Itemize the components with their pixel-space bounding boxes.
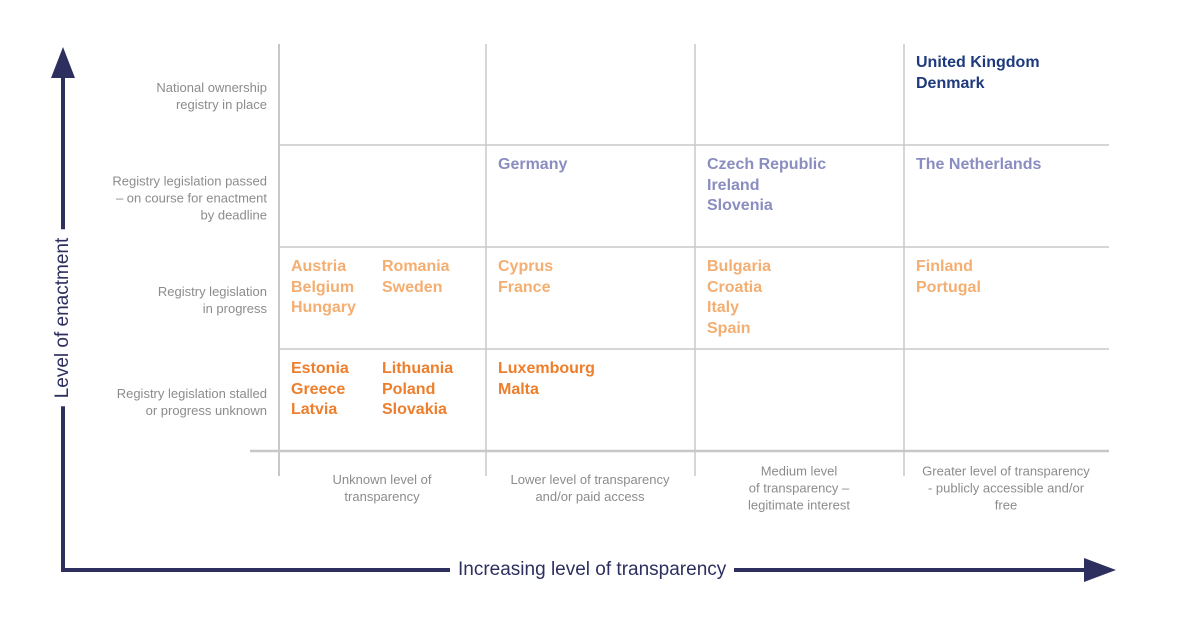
country-list: Finland Portugal (916, 257, 981, 298)
country-label: Austria (291, 258, 347, 275)
country-list: The Netherlands (916, 155, 1041, 176)
country-label: Poland (382, 380, 436, 398)
country-label: Portugal (916, 278, 981, 296)
x-axis-arrowhead-icon (1084, 558, 1116, 582)
country-label: Estonia (291, 360, 349, 377)
country-list: United Kingdom Denmark (916, 53, 1040, 94)
row-label-in-progress: Registry legislation in progress (157, 284, 267, 316)
country-list: Germany (498, 155, 567, 176)
y-axis-arrowhead-icon (51, 47, 75, 78)
country-label: Greece (291, 380, 346, 398)
country-label: Czech Republic (707, 156, 827, 173)
x-axis-title: Increasing level of transparency (450, 559, 735, 581)
country-label: Italy (707, 299, 740, 316)
country-label: Hungary (291, 299, 356, 316)
column-label-lower: Lower level of transparency and/or paid … (510, 472, 670, 504)
country-label: Cyprus (498, 258, 554, 275)
country-label: Malta (498, 380, 539, 398)
y-axis-title: Level of enactment (52, 229, 74, 407)
country-list: Luxembourg Malta (498, 359, 595, 400)
country-label: Luxembourg (498, 360, 595, 377)
country-label: Croatia (707, 278, 763, 296)
country-list: Bulgaria Croatia Italy Spain (707, 257, 771, 339)
country-list: Romania Sweden (382, 257, 450, 298)
country-label: Slovenia (707, 197, 773, 214)
country-label: Lithuania (382, 360, 454, 377)
country-list: Estonia Greece Latvia (291, 359, 349, 421)
column-label-medium: Medium level of transparency – legitimat… (748, 463, 850, 513)
country-label: Latvia (291, 401, 338, 418)
row-label-passed: Registry legislation passed – on course … (112, 173, 267, 223)
grid-lines (250, 44, 1109, 476)
country-label: Germany (498, 156, 568, 173)
country-label: Romania (382, 258, 450, 275)
country-label: Denmark (916, 74, 985, 92)
country-label: France (498, 278, 551, 296)
country-label: Spain (707, 319, 751, 337)
column-label-unknown: Unknown level of transparency (332, 472, 432, 504)
country-label: Bulgaria (707, 258, 772, 275)
row-label-in-place: National ownership registry in place (156, 80, 267, 112)
country-label: United Kingdom (916, 54, 1040, 71)
column-label-greater: Greater level of transparency - publicly… (922, 463, 1090, 513)
country-list: Austria Belgium Hungary (291, 257, 356, 319)
country-label: Sweden (382, 278, 443, 296)
country-label: Slovakia (382, 401, 447, 418)
country-label: Finland (916, 258, 973, 275)
country-list: Lithuania Poland Slovakia (382, 359, 453, 421)
row-label-stalled: Registry legislation stalled or progress… (116, 386, 267, 418)
country-list: Cyprus France (498, 257, 553, 298)
country-list: Czech Republic Ireland Slovenia (707, 155, 826, 217)
country-label: Ireland (707, 176, 760, 194)
country-label: The Netherlands (916, 156, 1042, 173)
country-label: Belgium (291, 278, 355, 296)
